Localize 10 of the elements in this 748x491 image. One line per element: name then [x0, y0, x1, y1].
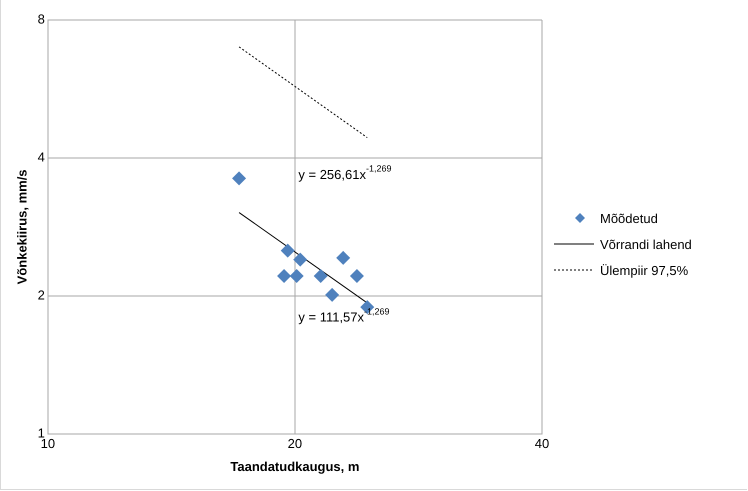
- legend-label: Mõõdetud: [600, 210, 658, 226]
- y-tick-label: 2: [38, 287, 45, 302]
- x-tick-label: 20: [288, 436, 302, 452]
- x-axis-title: Taandatudkaugus, m: [230, 458, 360, 474]
- y-axis-title: Võnkekiirus, mm/s: [14, 169, 30, 284]
- x-tick-label: 40: [534, 436, 550, 452]
- y-tick-label: 4: [38, 150, 45, 165]
- legend-label: Võrrandi lahend: [600, 236, 692, 252]
- legend-label: Ülempiir 97,5%: [600, 262, 688, 278]
- y-tick-label: 8: [38, 12, 45, 27]
